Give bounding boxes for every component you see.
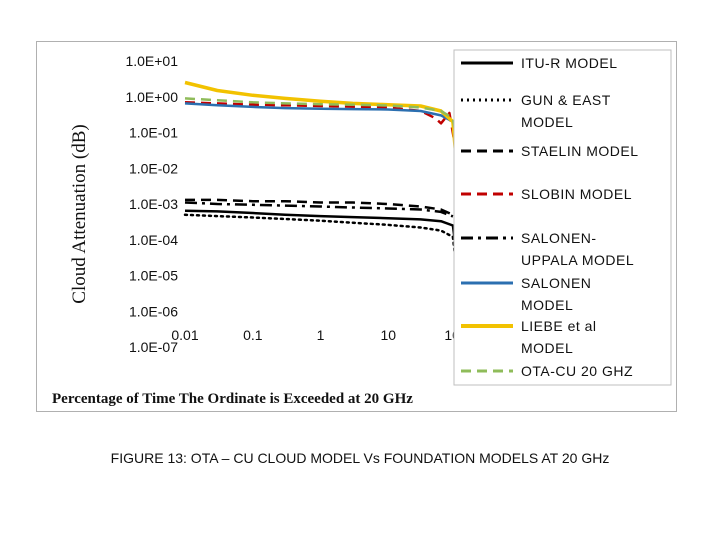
series-line-itu-r-model bbox=[184, 209, 458, 301]
legend-label: STAELIN MODEL bbox=[521, 143, 639, 159]
legend-label: MODEL bbox=[521, 340, 573, 356]
x-axis-title: Percentage of Time The Ordinate is Excee… bbox=[52, 391, 413, 407]
x-tick-label: 1 bbox=[317, 327, 325, 343]
y-tick-label: 1.0E-03 bbox=[129, 196, 178, 212]
legend-label: MODEL bbox=[521, 114, 573, 130]
figure-caption: FIGURE 13: OTA – CU CLOUD MODEL Vs FOUND… bbox=[110, 450, 610, 466]
y-tick-label: 1.0E-07 bbox=[129, 339, 178, 355]
legend-label: GUN & EAST bbox=[521, 92, 611, 108]
legend-label: UPPALA MODEL bbox=[521, 252, 634, 268]
series-line-salonen-uppala-model bbox=[184, 201, 454, 218]
cloud-attenuation-chart: 1.0E+01 1.0E+00 1.0E-01 1.0E-02 1.0E-03 1.0E-… bbox=[52, 49, 672, 407]
legend-label: SALONEN- bbox=[521, 230, 597, 246]
legend-label: OTA-CU 20 GHZ bbox=[521, 363, 633, 379]
legend-label: LIEBE et al bbox=[521, 318, 597, 334]
legend-label: MODEL bbox=[521, 297, 573, 313]
y-tick-label: 1.0E-05 bbox=[129, 268, 178, 284]
x-tick-label: 10 bbox=[381, 327, 397, 343]
legend-label: ITU-R MODEL bbox=[521, 55, 618, 71]
y-tick-label: 1.0E-06 bbox=[129, 303, 178, 319]
y-tick-label: 1.0E-02 bbox=[129, 160, 178, 176]
legend-box bbox=[453, 49, 672, 386]
x-tick-label: 0.1 bbox=[243, 327, 263, 343]
series-line-ota-cu-20-ghz bbox=[184, 97, 458, 137]
figure-frame: 1.0E+01 1.0E+00 1.0E-01 1.0E-02 1.0E-03 1.0E-… bbox=[36, 41, 677, 412]
series-line-gun-east-model bbox=[183, 213, 458, 338]
x-tick-label: 0.01 bbox=[171, 327, 198, 343]
y-axis-title: Cloud Attenuation (dB) bbox=[69, 124, 90, 303]
y-tick-label: 1.0E-04 bbox=[129, 232, 178, 248]
y-tick-label: 1.0E+00 bbox=[125, 89, 178, 105]
y-tick-label: 1.0E+01 bbox=[125, 53, 178, 69]
legend-label: SALONEN bbox=[521, 275, 591, 291]
legend-label: SLOBIN MODEL bbox=[521, 186, 632, 202]
y-tick-label: 1.0E-01 bbox=[129, 125, 178, 141]
series-line-staelin-model bbox=[185, 198, 454, 216]
